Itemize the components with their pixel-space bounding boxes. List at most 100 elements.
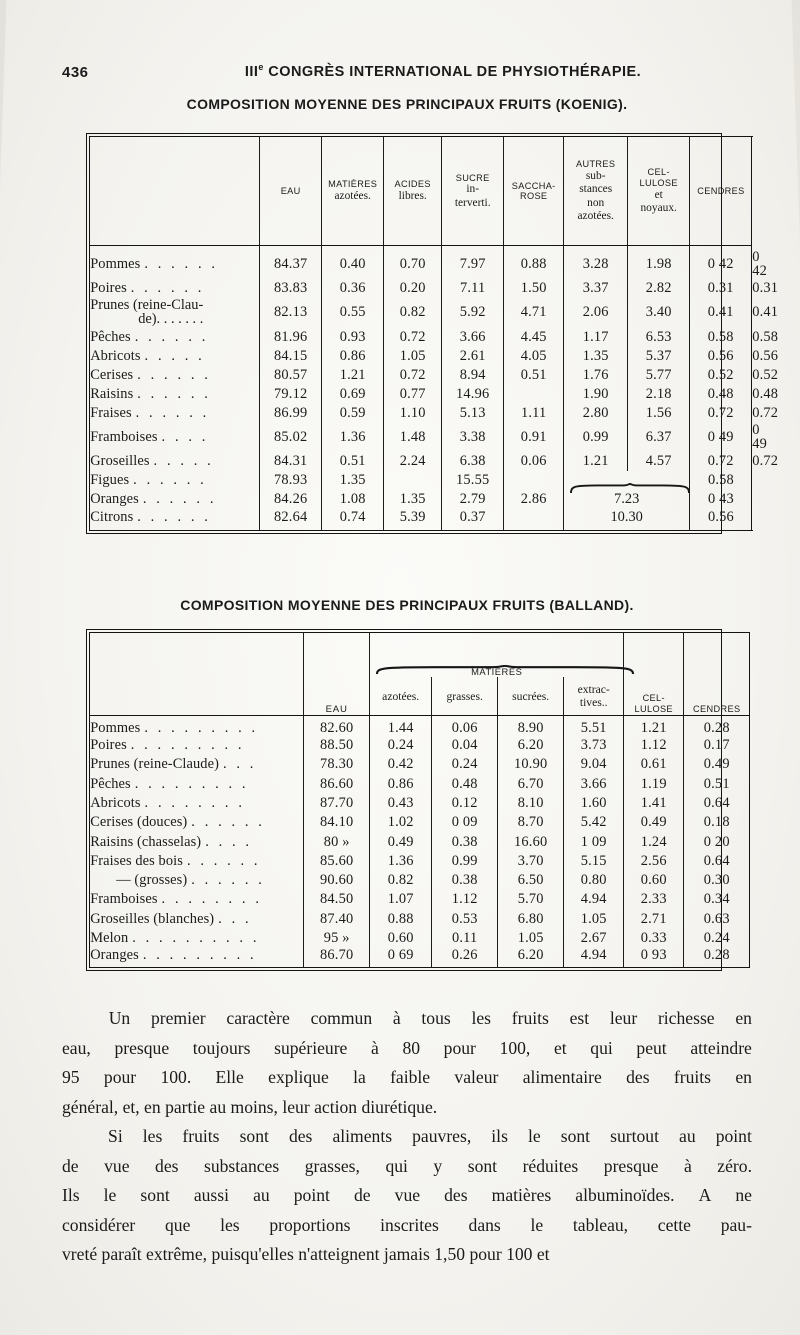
table-row: Abricots. . . . . 84.15 0.86 1.05 2.61 4.05 1.… <box>89 346 779 366</box>
word: presque <box>603 1155 659 1176</box>
table-cell <box>503 470 565 490</box>
word: pour <box>443 1037 476 1058</box>
leader-dots: . . . . . . . . . . <box>132 930 260 946</box>
table-cell: 1.19 <box>623 774 685 794</box>
row-label-name: Framboises <box>90 891 158 908</box>
header-subtext3: non <box>587 196 605 209</box>
table-cell: 0.12 <box>431 793 499 813</box>
table-cell: 0.56 <box>689 346 753 366</box>
text-line: vreté paraît extrême, puisqu'elles n'att… <box>62 1240 752 1270</box>
word: caractère <box>226 1008 290 1028</box>
table-cell: 0.82 <box>383 297 443 328</box>
leader-dots: . . . . . . <box>133 471 207 488</box>
row-label: Abricots. . . . . <box>89 346 261 366</box>
table-cell: 86.60 <box>303 774 371 794</box>
table-cell: 0.51 <box>683 774 750 794</box>
word: pauvres, <box>412 1126 472 1146</box>
table-cell: 0.52 <box>689 365 753 385</box>
word: au <box>253 1185 270 1205</box>
word: cette <box>657 1214 691 1235</box>
table1-col-sucre-interverti: SUCRE in- terverti. <box>441 136 505 247</box>
leader-dots: . . . <box>222 756 257 773</box>
table-cell: 0.49 <box>683 754 750 775</box>
row-label: Groseilles (blanches). . . <box>89 909 305 929</box>
row-label-name: Poires <box>90 737 127 754</box>
table-cell: 81.96 <box>259 327 323 347</box>
table-cell: 10.90 <box>497 754 565 775</box>
header-text: CEL- <box>647 167 670 178</box>
table-cell: 0 42 <box>689 245 753 279</box>
table-cell: 4.94 <box>563 948 625 968</box>
table1-col-eau: EAU <box>259 136 323 247</box>
table-row: Cerises. . . . . . 80.57 1.21 0.72 8.94 0.51 1… <box>89 365 779 385</box>
word: aussi <box>193 1185 230 1205</box>
table2-col-sucrees: sucrées. <box>497 677 565 717</box>
table-cell: 0.74 <box>321 508 385 531</box>
table-cell: 1.76 <box>563 365 629 385</box>
table-cell: 1.21 <box>321 365 385 385</box>
word: considérer <box>62 1214 136 1235</box>
table-cell: 8.90 <box>497 715 565 736</box>
table-cell: 0.58 <box>689 327 753 347</box>
row-label-name: Raisins (chasselas) <box>90 833 202 850</box>
paragraph: Si les fruits sont des aliments pauvres, ils le s… <box>62 1122 752 1270</box>
word: tableau, <box>572 1214 629 1235</box>
table-cell: 5.42 <box>563 812 625 833</box>
row-label-name: Melon <box>90 930 129 946</box>
table-cell: 6.38 <box>441 451 505 471</box>
table-cell: 1.05 <box>383 346 443 366</box>
word: explique <box>268 1067 329 1087</box>
row-label-name: Cerises (douces) <box>90 814 188 831</box>
word: eau, <box>62 1037 91 1058</box>
table-cell: 0.60 <box>369 928 433 948</box>
table-row: Groseilles. . . . . 84.31 0.51 2.24 6.38 0.06… <box>89 451 779 471</box>
row-label: Groseilles. . . . . <box>89 451 261 471</box>
table-cell: 3.70 <box>497 851 565 871</box>
table-cell: 1.35 <box>563 346 629 366</box>
table-cell: 1.21 <box>563 451 629 471</box>
table-cell: 1.56 <box>627 403 691 423</box>
table-cell: 2.06 <box>563 297 629 328</box>
paragraph: Un premier caractère commun à tous les fruits es… <box>62 1004 752 1122</box>
word: des <box>288 1126 313 1146</box>
word: Un <box>108 1008 131 1028</box>
header-subtext: ROSE <box>519 191 548 202</box>
header-subtext: libres. <box>398 189 427 202</box>
running-head-rest: CONGRÈS INTERNATIONAL DE PHYSIOTHÉRAPIE. <box>263 63 642 80</box>
table-cell: 0.38 <box>431 870 499 890</box>
leader-dots: . . . . . . <box>137 509 211 526</box>
row-label-name: Poires <box>90 279 127 296</box>
word: les <box>220 1214 240 1235</box>
header-text: extrac- <box>577 683 610 697</box>
row-label: Abricots. . . . . . . . <box>89 793 305 813</box>
word: qui <box>590 1037 613 1058</box>
table-cell: 1.10 <box>383 403 443 423</box>
table1-col-matieres-azotees: MATIÈRES azotées. <box>321 136 385 247</box>
table-row: Fraises. . . . . . 86.99 0.59 1.10 5.13 1.11 2… <box>89 403 779 423</box>
table-cell: 8.94 <box>441 365 505 385</box>
leader-dots: . . . . . . <box>137 385 211 402</box>
table1-col-cellulose-noyaux: CEL- LULOSE et noyaux. <box>627 136 691 247</box>
table-cell: 0.49 <box>623 812 685 833</box>
header-subtext: LULOSE <box>634 704 673 715</box>
word: inscrites <box>380 1214 439 1235</box>
header-subtext2: et <box>654 188 663 201</box>
table-row: Raisins (chasselas). . . . 80 » 0.49 0.38 16… <box>89 832 750 852</box>
table-cell: 0.53 <box>431 909 499 929</box>
row-label: Fraises. . . . . . <box>89 403 261 423</box>
header-text: ACIDES <box>394 179 431 190</box>
table2-header: EAU MATIÈRES CEL- LULOSE CENDRES <box>89 632 750 717</box>
table-cell: 6.20 <box>497 948 565 968</box>
word: peut <box>636 1037 667 1058</box>
word: richesse <box>657 1008 715 1028</box>
word: 95 <box>62 1067 80 1087</box>
table-cell: 14.96 <box>441 384 505 404</box>
table-cell: 0.42 <box>369 754 433 775</box>
row-label: Fraises des bois. . . . . . <box>89 851 305 871</box>
table-cell: 1.35 <box>383 489 443 509</box>
table-cell: 95 » <box>303 928 371 948</box>
header-text: AUTRES <box>576 159 616 170</box>
table-cell: 86.99 <box>259 403 323 423</box>
table2-caption: COMPOSITION MOYENNE DES PRINCIPAUX FRUIT… <box>180 597 634 613</box>
table-cell: 1.36 <box>369 851 433 871</box>
